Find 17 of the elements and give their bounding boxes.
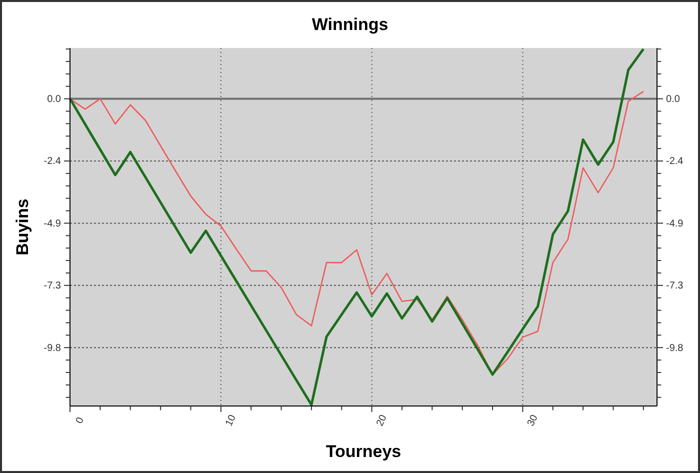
y-tick-label: -2.4	[44, 156, 62, 168]
chart-title: Winnings	[312, 15, 388, 34]
x-tick-label: 10	[224, 412, 239, 428]
y-tick-label: -7.3	[44, 280, 62, 292]
x-tick-label: 30	[526, 412, 540, 428]
y2-tick-label: -4.9	[666, 218, 684, 230]
y-tick-label: -9.8	[44, 342, 62, 354]
y2-tick-label: -2.4	[666, 156, 684, 168]
y-axis-title: Buyins	[13, 198, 32, 256]
x-axis-title: Tourneys	[326, 442, 402, 461]
y-tick-label: 0.0	[47, 94, 62, 105]
x-tick-label: 0	[74, 415, 87, 426]
y2-tick-label: 0.0	[666, 94, 680, 105]
x-tick-label: 20	[374, 412, 390, 428]
y2-tick-label: -7.3	[666, 280, 684, 292]
y2-tick-label: -9.8	[666, 342, 684, 354]
y-tick-label: -4.9	[44, 218, 62, 230]
